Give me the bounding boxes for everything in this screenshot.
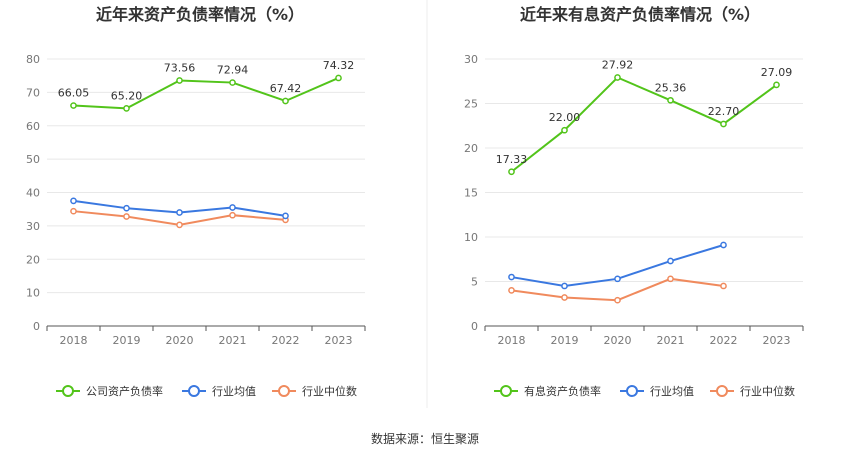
data-point-avg [508,273,515,281]
x-tick-label: 2022 [710,334,738,347]
y-tick-label: 80 [26,53,40,66]
data-label: 17.33 [496,153,528,166]
data-point-company [335,74,342,82]
legend-label: 行业均值 [650,385,694,398]
legend-label: 行业中位数 [302,384,357,398]
legend-label: 公司资产负债率 [86,384,163,398]
legend-label: 行业中位数 [740,384,795,398]
y-tick-label: 20 [26,253,40,266]
data-point-company [614,74,621,81]
x-tick-label: 2021 [219,334,247,347]
x-tick-label: 2018 [498,334,526,347]
y-tick-label: 15 [464,187,478,200]
legend-marker-icon [626,385,638,397]
x-tick-label: 2019 [113,334,141,347]
legend-item-avg[interactable]: 行业均值 [620,385,694,398]
data-point-avg [176,209,183,216]
series-line-company [73,77,339,110]
data-point-avg [123,204,130,212]
data-point-company [773,81,780,89]
x-tick-label: 2023 [325,334,353,347]
x-tick-label: 2023 [763,334,791,347]
x-tick-label: 2020 [604,334,632,347]
y-tick-label: 70 [26,86,40,99]
data-point-company [123,105,130,112]
data-point-median [720,282,727,290]
y-tick-label: 30 [464,53,478,66]
legend-marker-icon [716,385,728,397]
data-point-median [229,211,236,219]
y-tick-label: 50 [26,153,40,166]
data-point-median [508,287,515,294]
data-label: 27.92 [602,59,634,72]
data-source: 数据来源：恒生聚源 [371,431,479,446]
data-point-avg [282,212,289,220]
y-tick-label: 0 [33,320,40,333]
data-point-median [123,213,130,220]
legend-marker-icon [62,385,74,397]
x-tick-label: 2019 [551,334,579,347]
y-tick-label: 25 [464,98,478,111]
y-tick-label: 40 [26,187,40,200]
debt-ratio-chart: 近年来资产负债率情况（%） 0 10 20 30 40 50 60 70 80 2018 2019 2… [26,5,366,398]
data-label: 25.36 [655,81,687,94]
data-point-company [176,77,183,84]
legend-item-median[interactable]: 行业中位数 [710,384,795,398]
legend-marker-icon [500,385,512,397]
legend-label: 有息资产负债率 [524,384,601,398]
data-point-company [561,126,568,134]
legend-item-company[interactable]: 公司资产负债率 [56,384,163,398]
data-label: 22.70 [708,105,740,118]
data-point-median [70,207,77,215]
series-line-company [510,76,778,173]
data-label: 65.20 [111,89,143,102]
data-point-avg [614,275,621,283]
legend-item-company[interactable]: 有息资产负债率 [494,384,601,398]
data-label: 74.32 [323,59,355,72]
data-point-median [614,296,621,304]
data-point-company [70,102,77,109]
data-point-avg [70,197,77,205]
legend-item-median[interactable]: 行业中位数 [272,384,357,398]
data-label: 67.42 [270,82,302,95]
y-tick-label: 30 [26,220,40,233]
y-tick-label: 60 [26,120,40,133]
y-tick-label: 5 [471,276,478,289]
data-point-company [229,79,236,86]
data-label: 22.00 [549,111,581,124]
data-point-avg [720,241,727,249]
data-point-avg [667,257,674,265]
y-tick-label: 10 [26,287,40,300]
data-label: 73.56 [164,61,196,74]
data-point-avg [561,282,568,290]
data-point-company [282,97,289,105]
data-label: 72.94 [217,64,249,77]
legend-marker-icon [188,385,200,397]
x-tick-label: 2021 [657,334,685,347]
data-point-company [720,120,727,128]
data-point-median [176,221,183,229]
data-point-avg [229,204,236,211]
interest-debt-ratio-chart: 近年来有息资产负债率情况（%） 0 5 10 15 20 25 30 2018 2019 2020… [464,5,804,398]
y-tick-label: 10 [464,231,478,244]
y-tick-label: 0 [471,320,478,333]
data-label: 66.05 [58,87,90,100]
legend-item-avg[interactable]: 行业均值 [182,385,256,398]
data-point-median [667,275,674,283]
data-label: 27.09 [761,66,793,79]
legend-marker-icon [278,385,290,397]
x-tick-label: 2022 [272,334,300,347]
data-point-company [667,96,674,104]
x-tick-label: 2020 [166,334,194,347]
legend-label: 行业均值 [212,385,256,398]
x-tick-label: 2018 [60,334,88,347]
y-tick-label: 20 [464,142,478,155]
data-point-median [561,294,568,301]
chart-title: 近年来有息资产负债率情况（%） [520,5,760,24]
chart-title: 近年来资产负债率情况（%） [96,5,304,24]
data-point-company [508,168,515,176]
